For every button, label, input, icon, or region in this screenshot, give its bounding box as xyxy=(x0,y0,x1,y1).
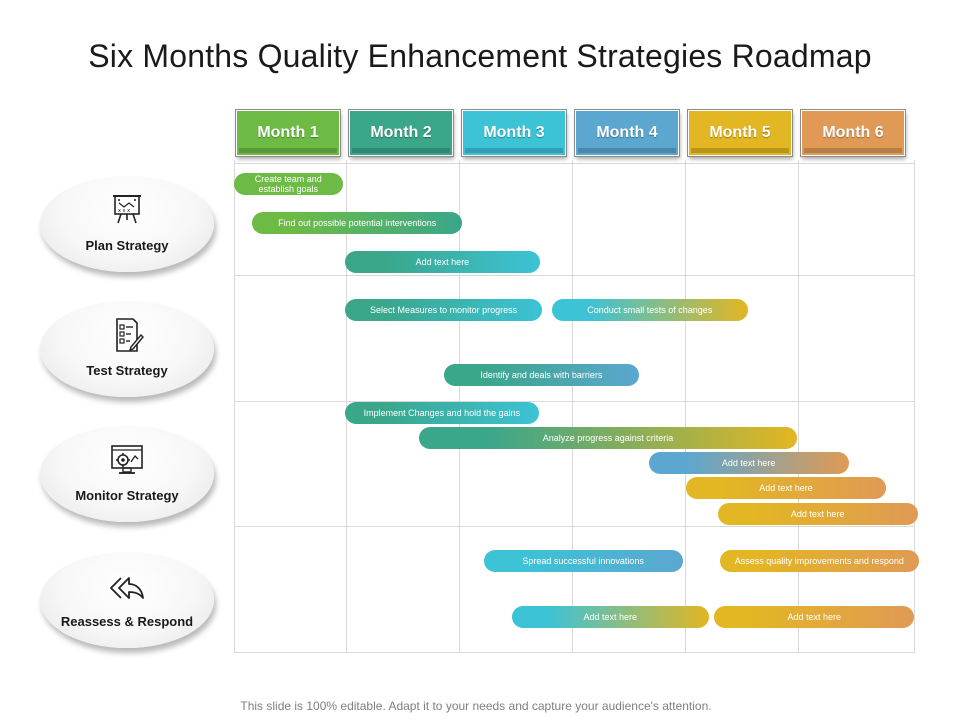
strategy-label: Reassess & Respond xyxy=(60,614,194,629)
task-bar: Analyze progress against criteria xyxy=(419,427,797,449)
double-reply-arrow-icon xyxy=(110,577,144,599)
month-header-1: Month 1 xyxy=(236,110,340,156)
task-bar: Add text here xyxy=(714,606,915,628)
strategy-label: Plan Strategy xyxy=(85,238,169,253)
month-header-4: Month 4 xyxy=(575,110,679,156)
task-bar: Select Measures to monitor progress xyxy=(344,299,543,321)
task-bar: Assess quality improvements and respond xyxy=(719,550,919,572)
strategy-test: Test Strategy xyxy=(40,301,214,397)
svg-text:x x x: x x x xyxy=(118,208,130,214)
month-header-6: Month 6 xyxy=(801,110,905,156)
strategy-label: Monitor Strategy xyxy=(75,488,179,503)
task-bar: Identify and deals with barriers xyxy=(444,364,639,386)
task-bar: Find out possible potential intervention… xyxy=(252,212,463,234)
page-title: Six Months Quality Enhancement Strategie… xyxy=(88,38,872,74)
month-header-3: Month 3 xyxy=(462,110,566,156)
presentation-board-icon: x x x xyxy=(113,195,141,224)
task-bar: Conduct small tests of changes xyxy=(551,299,749,321)
task-bar: Add text here xyxy=(648,452,849,474)
task-bar: Create team and establish goals xyxy=(234,173,343,195)
footer-note: This slide is 100% editable. Adapt it to… xyxy=(240,699,712,713)
task-bar: Add text here xyxy=(717,503,918,525)
task-bar: Implement Changes and hold the gains xyxy=(344,402,540,424)
strategy-reassess: Reassess & Respond xyxy=(40,552,214,648)
task-bar: Add text here xyxy=(686,477,886,499)
strategy-label: Test Strategy xyxy=(86,363,168,378)
month-header-2: Month 2 xyxy=(349,110,453,156)
task-bar: Add text here xyxy=(344,251,541,273)
monitor-gear-icon xyxy=(111,445,143,474)
checklist-pen-icon xyxy=(116,318,144,352)
strategy-monitor: Monitor Strategy xyxy=(40,426,214,522)
task-bar: Spread successful innovations xyxy=(483,550,683,572)
task-bar: Add text here xyxy=(512,606,709,628)
month-header-5: Month 5 xyxy=(688,110,792,156)
strategy-plan: x x x Plan Strategy xyxy=(40,176,214,272)
